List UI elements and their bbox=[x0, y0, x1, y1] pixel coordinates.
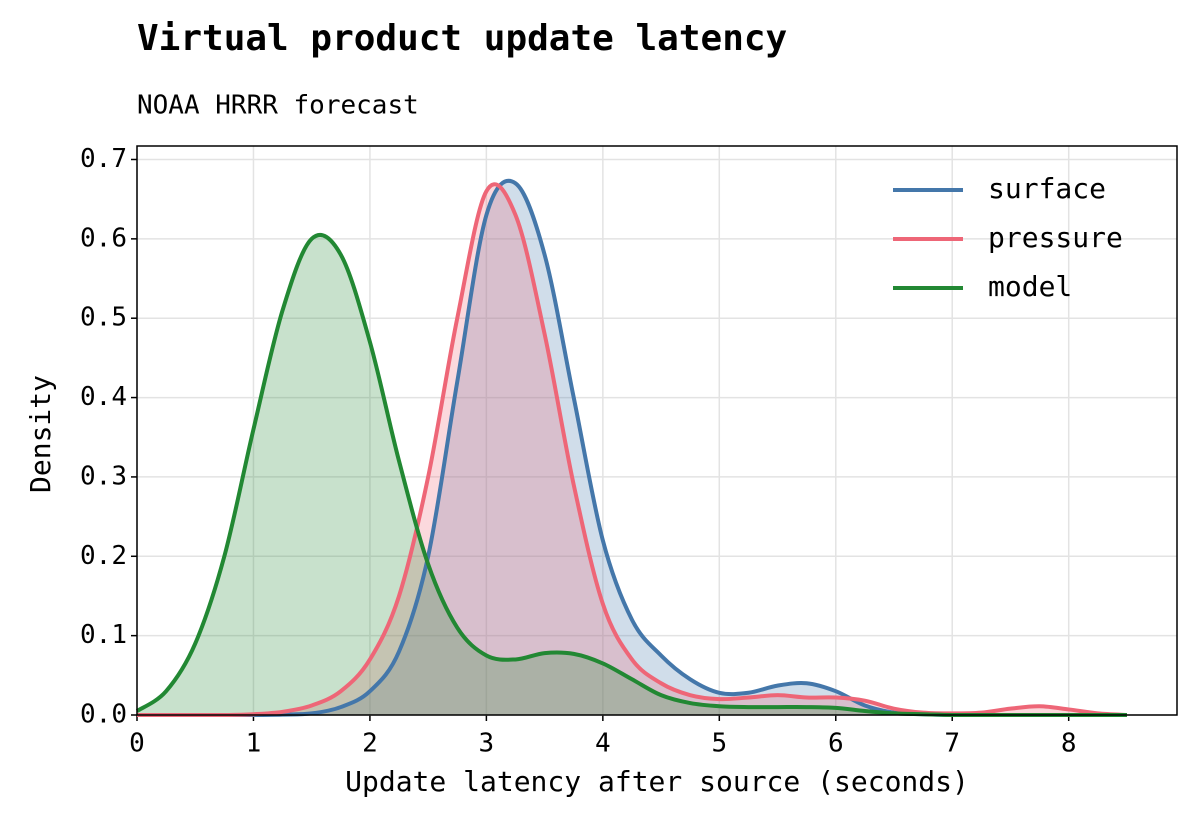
y-tick-label: 0.4 bbox=[80, 382, 127, 412]
x-tick-label: 3 bbox=[479, 729, 495, 759]
y-axis-label: Density bbox=[24, 375, 57, 493]
y-tick-label: 0.1 bbox=[80, 620, 127, 650]
x-tick-label: 7 bbox=[944, 729, 960, 759]
y-tick-label: 0.3 bbox=[80, 461, 127, 491]
y-tick-label: 0.2 bbox=[80, 541, 127, 571]
plot-frame bbox=[136, 145, 1178, 716]
y-tick-label: 0.7 bbox=[80, 144, 127, 174]
y-tick-label: 0.0 bbox=[80, 700, 127, 730]
x-axis-label: Update latency after source (seconds) bbox=[345, 765, 969, 798]
legend-label: pressure bbox=[988, 221, 1123, 254]
x-tick-label: 2 bbox=[362, 729, 378, 759]
chart-title: Virtual product update latency bbox=[137, 18, 787, 59]
legend-label: surface bbox=[988, 172, 1106, 205]
y-tick-label: 0.5 bbox=[80, 303, 127, 333]
x-tick-label: 1 bbox=[246, 729, 262, 759]
x-tick-label: 4 bbox=[595, 729, 611, 759]
x-tick-label: 8 bbox=[1061, 729, 1077, 759]
x-tick-label: 6 bbox=[828, 729, 844, 759]
x-tick-label: 5 bbox=[711, 729, 727, 759]
x-tick-label: 0 bbox=[129, 729, 145, 759]
density-area bbox=[137, 234, 1127, 715]
y-tick-label: 0.6 bbox=[80, 223, 127, 253]
legend-label: model bbox=[988, 270, 1072, 303]
chart-subtitle: NOAA HRRR forecast bbox=[137, 91, 419, 121]
